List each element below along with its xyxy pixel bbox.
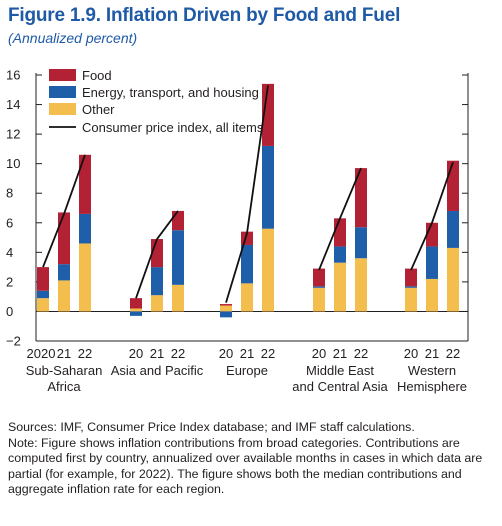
cpi-line: [318, 167, 362, 271]
bar-energy: [447, 210, 459, 248]
region-label: Europe: [226, 363, 268, 378]
bar-energy: [172, 230, 184, 285]
bar-other: [241, 283, 253, 312]
bar-food: [172, 210, 184, 231]
y-tick-label: −2: [6, 334, 21, 349]
bar-other: [334, 262, 346, 312]
bar-other: [426, 278, 438, 312]
y-tick-label: 14: [6, 97, 20, 112]
x-tick-label: 22: [261, 346, 275, 361]
y-tick-label: 6: [6, 215, 13, 230]
bar-food: [426, 222, 438, 247]
region-label: Sub-Saharan: [26, 363, 103, 378]
bar-food: [355, 168, 367, 228]
legend-label-other: Other: [82, 102, 115, 117]
legend-swatch-food: [49, 69, 76, 81]
figure-title: Figure 1.9. Inflation Driven by Food and…: [8, 5, 401, 26]
bar-energy: [405, 286, 417, 288]
bar-other: [151, 295, 163, 312]
legend-label-food: Food: [82, 68, 112, 83]
bar-other: [58, 280, 70, 312]
x-tick-label: 20: [129, 346, 143, 361]
bar-energy: [355, 227, 367, 259]
y-tick-label: 2: [6, 274, 13, 289]
region-label: Africa: [47, 379, 81, 394]
cpi-line: [225, 85, 269, 303]
x-tick-label: 20: [219, 346, 233, 361]
y-tick-label: 10: [6, 156, 20, 171]
bar-energy: [220, 311, 232, 318]
bar-food: [58, 212, 70, 265]
bar-other: [313, 287, 325, 312]
region-label: Western: [408, 363, 456, 378]
x-tick-label: 21: [240, 346, 254, 361]
region-label: Middle East: [306, 363, 374, 378]
legend-label-cpi: Consumer price index, all items: [82, 120, 264, 135]
bar-other: [220, 305, 232, 312]
bar-energy: [262, 145, 274, 229]
legend-swatch-energy: [49, 86, 76, 98]
legend-label-energy: Energy, transport, and housing: [82, 85, 259, 100]
x-tick-label: 2020: [27, 346, 56, 361]
bar-energy: [426, 246, 438, 279]
bar-food: [262, 83, 274, 146]
note-text: Note: Figure shows inflation contributio…: [8, 435, 483, 497]
x-tick-label: 21: [425, 346, 439, 361]
bar-energy: [79, 213, 91, 244]
x-tick-label: 20: [312, 346, 326, 361]
bar-food: [220, 304, 232, 306]
bar-food: [37, 267, 49, 291]
bar-energy: [241, 244, 253, 284]
bar-energy: [130, 311, 142, 316]
y-tick-label: 0: [6, 304, 13, 319]
x-tick-label: 21: [333, 346, 347, 361]
bar-food: [334, 218, 346, 247]
x-tick-label: 21: [57, 346, 71, 361]
figure-notes: Sources: IMF, Consumer Price Index datab…: [8, 420, 496, 498]
x-tick-label: 21: [150, 346, 164, 361]
y-tick-label: 12: [6, 127, 20, 142]
bar-food: [130, 298, 142, 309]
y-tick-label: 4: [6, 245, 13, 260]
bar-energy: [58, 264, 70, 281]
legend-swatch-other: [49, 103, 76, 115]
bar-food: [405, 268, 417, 287]
bar-food: [79, 154, 91, 214]
bar-food: [447, 160, 459, 211]
sources-text: Sources: IMF, Consumer Price Index datab…: [8, 420, 415, 434]
bar-other: [262, 228, 274, 312]
y-tick-label: 8: [6, 186, 13, 201]
bar-energy: [151, 267, 163, 296]
figure-subtitle: (Annualized percent): [8, 30, 138, 46]
cpi-line: [42, 154, 86, 268]
y-tick-label: 16: [6, 68, 20, 83]
bar-other: [37, 298, 49, 312]
x-tick-label: 22: [446, 346, 460, 361]
x-tick-label: 22: [354, 346, 368, 361]
bar-energy: [313, 286, 325, 288]
bar-other: [130, 308, 142, 312]
bar-energy: [37, 290, 49, 299]
x-tick-label: 22: [171, 346, 185, 361]
bar-food: [313, 268, 325, 287]
region-label: Hemisphere: [397, 379, 467, 394]
x-tick-label: 20: [404, 346, 418, 361]
bar-energy: [334, 246, 346, 263]
bar-other: [405, 287, 417, 312]
bar-other: [79, 243, 91, 312]
region-label: Asia and Pacific: [111, 363, 204, 378]
region-label: and Central Asia: [292, 379, 388, 394]
cpi-line: [135, 210, 179, 299]
bar-other: [355, 258, 367, 312]
x-tick-label: 22: [78, 346, 92, 361]
cpi-line: [410, 161, 454, 271]
bar-other: [447, 247, 459, 312]
bar-other: [172, 284, 184, 312]
